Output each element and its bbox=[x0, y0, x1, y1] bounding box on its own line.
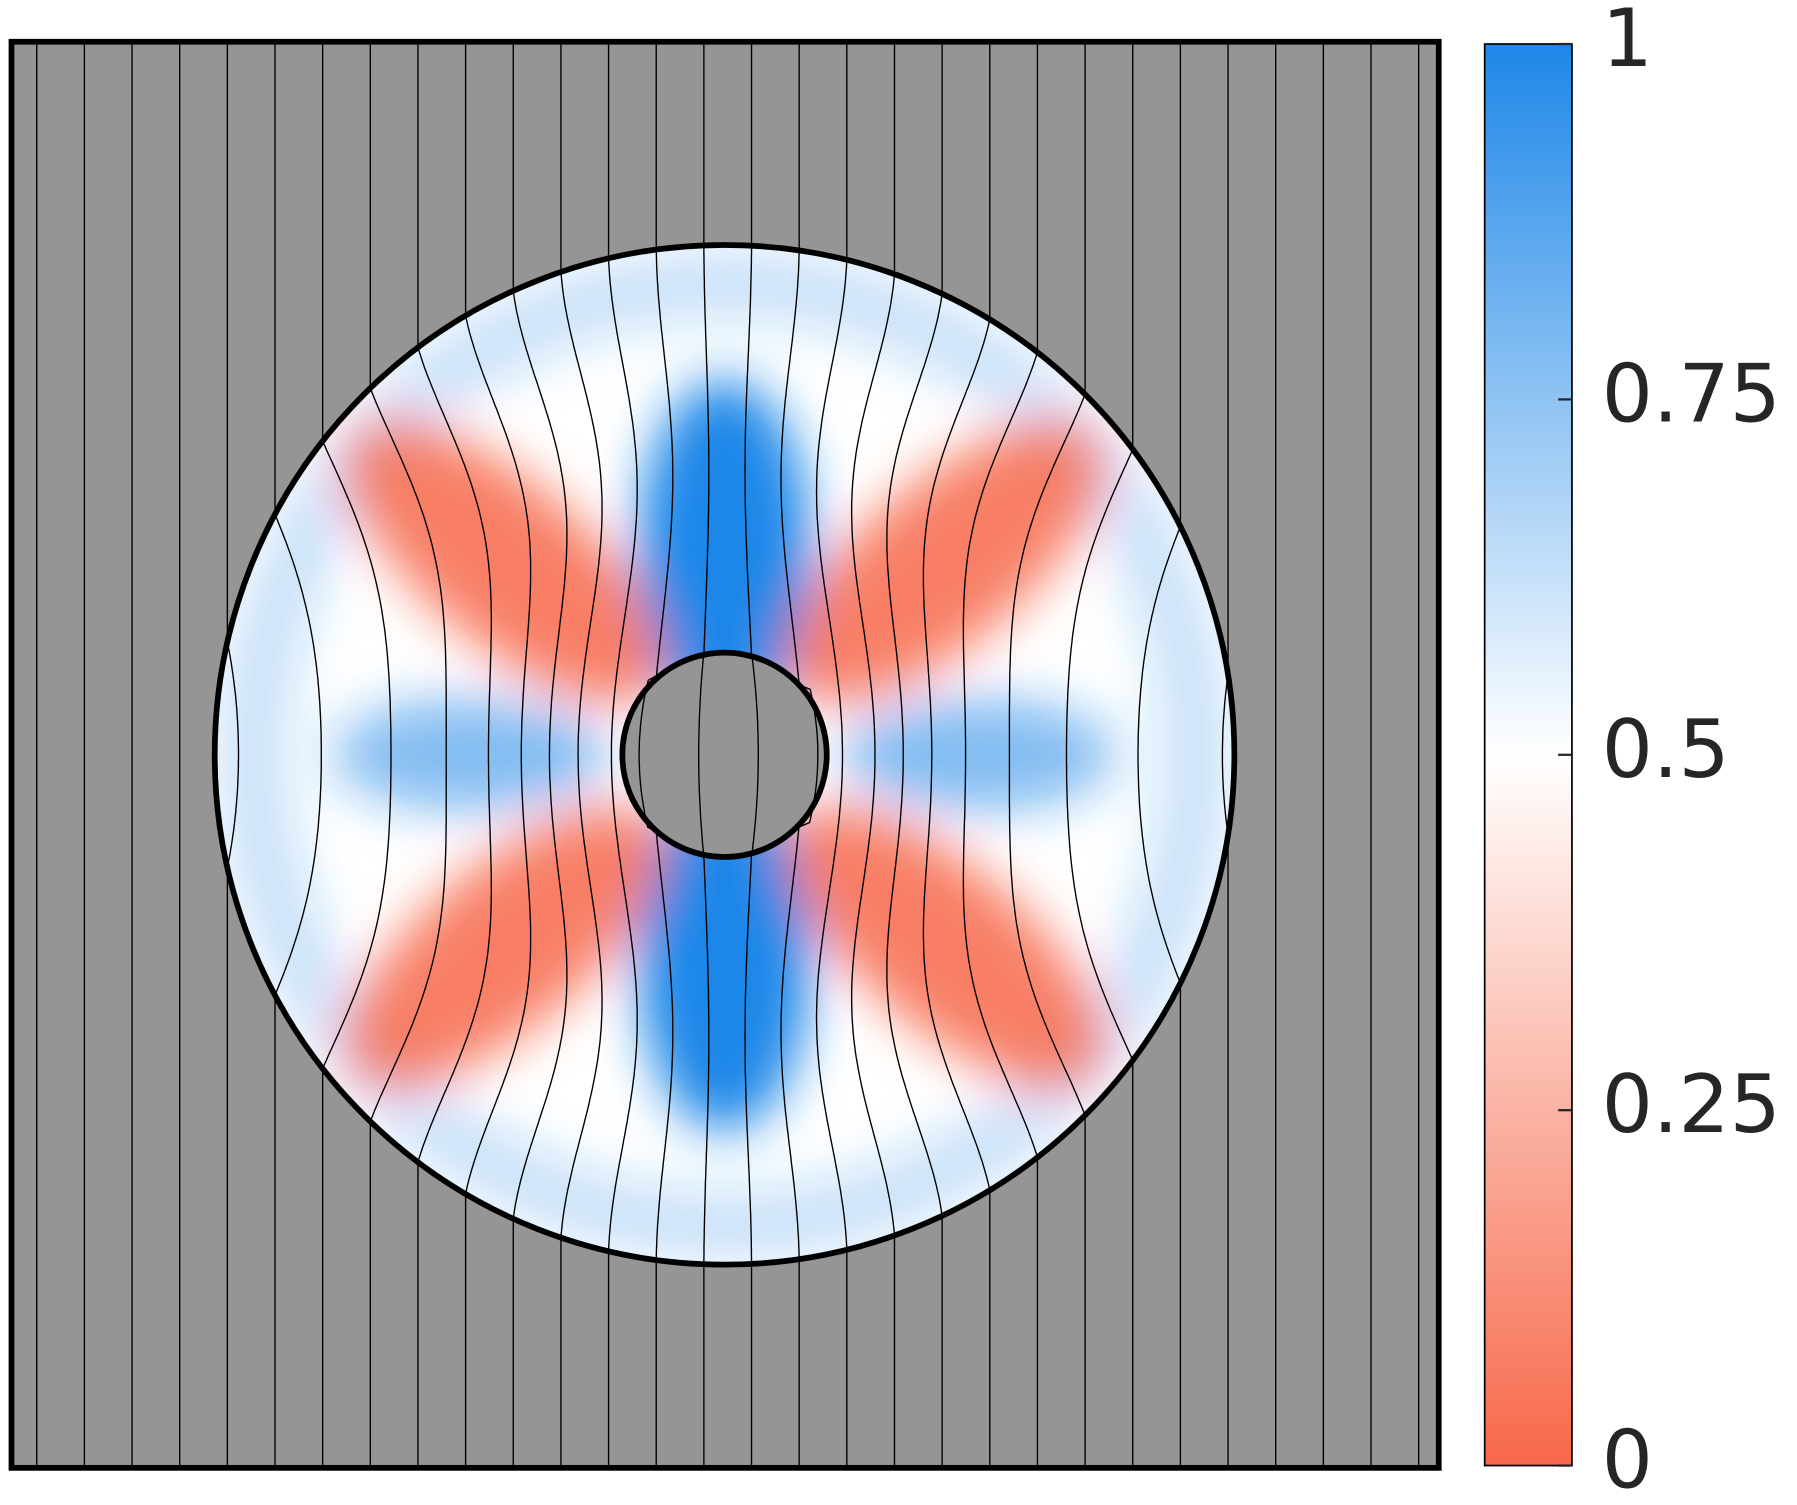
colorbar-fill bbox=[1483, 43, 1573, 1467]
streamline bbox=[560, 41, 603, 1466]
streamline bbox=[1008, 41, 1086, 1466]
streamline bbox=[698, 41, 710, 1466]
streamline bbox=[886, 41, 943, 1466]
outer-boundary bbox=[211, 242, 1238, 1268]
streamline bbox=[815, 41, 848, 1466]
inner-boundary bbox=[619, 649, 830, 860]
streamline bbox=[369, 41, 447, 1466]
streamline bbox=[226, 41, 240, 1466]
hole bbox=[622, 652, 827, 857]
red-lobe bbox=[347, 423, 664, 703]
streamline bbox=[274, 41, 322, 1466]
colorbar-tick-label: 0 bbox=[1602, 1413, 1653, 1505]
streamline bbox=[607, 41, 638, 1466]
field-lobes bbox=[219, 249, 1230, 1261]
streamline bbox=[780, 41, 819, 1466]
blue-lobe bbox=[638, 379, 811, 724]
streamline bbox=[1065, 41, 1134, 1466]
streamline bbox=[1221, 41, 1229, 1466]
streamline bbox=[962, 41, 1039, 1466]
colorbar-tick-label: 0.25 bbox=[1602, 1057, 1781, 1151]
blue-lobe bbox=[638, 786, 811, 1132]
streamline bbox=[850, 41, 896, 1466]
streamline bbox=[417, 41, 493, 1466]
blue-lobe bbox=[332, 697, 609, 813]
streamline bbox=[922, 41, 991, 1466]
colorbar-tick-label: 1 bbox=[1602, 0, 1653, 85]
edge-ring bbox=[219, 249, 1230, 1261]
colorbar: 0 0.25 0.5 0.75 1 bbox=[1483, 0, 1781, 1505]
frame bbox=[8, 38, 1442, 1471]
field-blur bbox=[219, 249, 1230, 1261]
colorbar-tick-label: 0.5 bbox=[1602, 702, 1730, 796]
plot-border bbox=[8, 38, 1442, 1471]
colorbar-tick-label: 0.75 bbox=[1602, 346, 1781, 440]
streamline bbox=[512, 41, 568, 1466]
field bbox=[11, 41, 1439, 1468]
streamline bbox=[464, 41, 532, 1466]
streamlines bbox=[36, 41, 1420, 1466]
streamline bbox=[321, 41, 392, 1466]
streamline bbox=[1137, 41, 1182, 1466]
blue-lobe bbox=[840, 697, 1117, 813]
red-lobe bbox=[347, 806, 664, 1087]
streamline bbox=[744, 41, 759, 1466]
streamline bbox=[638, 41, 674, 1466]
